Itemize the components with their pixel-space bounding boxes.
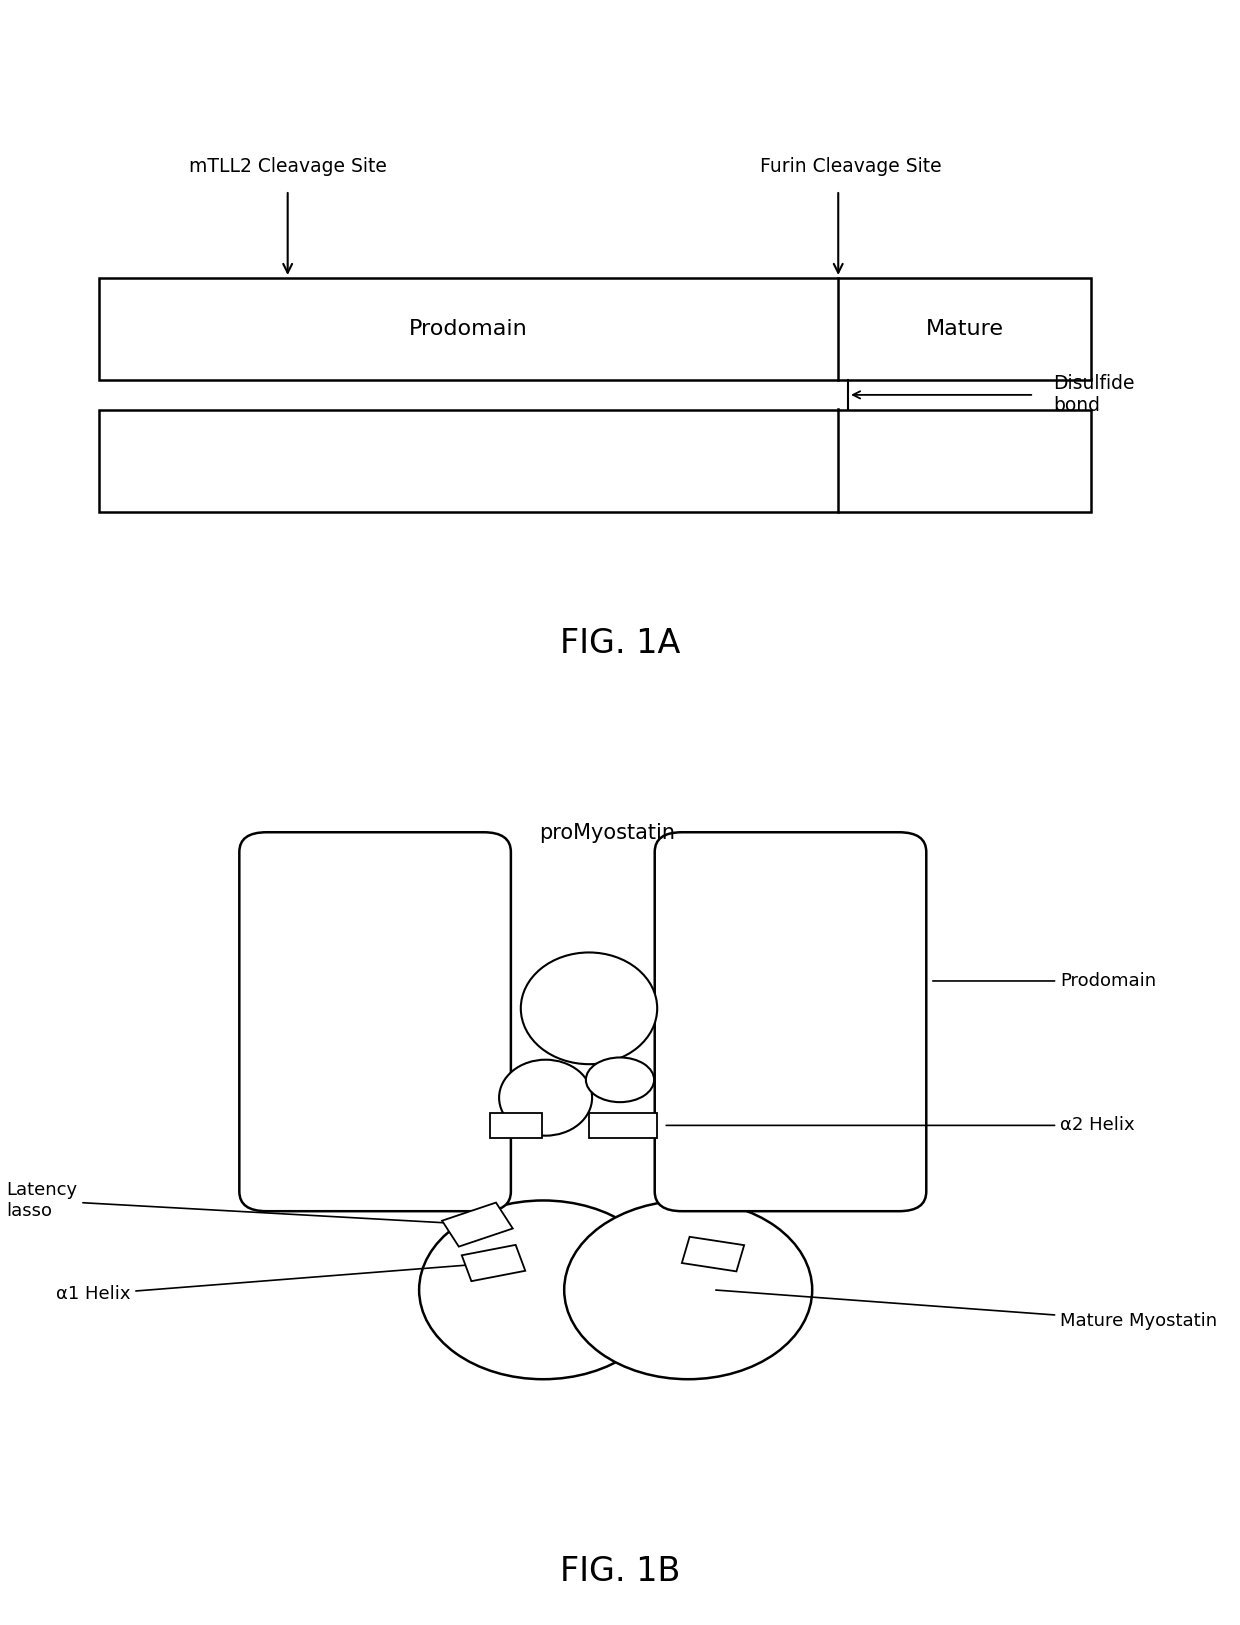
Polygon shape — [441, 1202, 513, 1246]
Text: FIG. 1A: FIG. 1A — [559, 627, 681, 660]
Text: proMyostatin: proMyostatin — [539, 822, 676, 843]
Polygon shape — [461, 1245, 526, 1280]
FancyBboxPatch shape — [239, 832, 511, 1211]
Bar — [490, 1113, 542, 1137]
Text: α1 Helix: α1 Helix — [56, 1263, 491, 1303]
Ellipse shape — [585, 1058, 655, 1102]
Text: Mature: Mature — [926, 318, 1003, 340]
Text: Furin Cleavage Site: Furin Cleavage Site — [760, 156, 941, 176]
Text: Prodomain: Prodomain — [932, 972, 1157, 990]
Text: Prodomain: Prodomain — [409, 318, 528, 340]
Text: Mature Myostatin: Mature Myostatin — [715, 1290, 1218, 1331]
Polygon shape — [682, 1237, 744, 1271]
Ellipse shape — [521, 952, 657, 1064]
Text: FIG. 1B: FIG. 1B — [559, 1555, 681, 1588]
Bar — [99, 410, 1091, 512]
FancyBboxPatch shape — [655, 832, 926, 1211]
Text: mTLL2 Cleavage Site: mTLL2 Cleavage Site — [188, 156, 387, 176]
Text: Disulfide
bond: Disulfide bond — [1053, 374, 1135, 416]
Text: α2 Helix: α2 Helix — [666, 1116, 1135, 1134]
Ellipse shape — [564, 1201, 812, 1380]
Text: Latency
lasso: Latency lasso — [6, 1181, 475, 1225]
Bar — [99, 278, 1091, 380]
Bar — [589, 1113, 657, 1137]
Ellipse shape — [419, 1201, 667, 1380]
Ellipse shape — [498, 1060, 593, 1136]
